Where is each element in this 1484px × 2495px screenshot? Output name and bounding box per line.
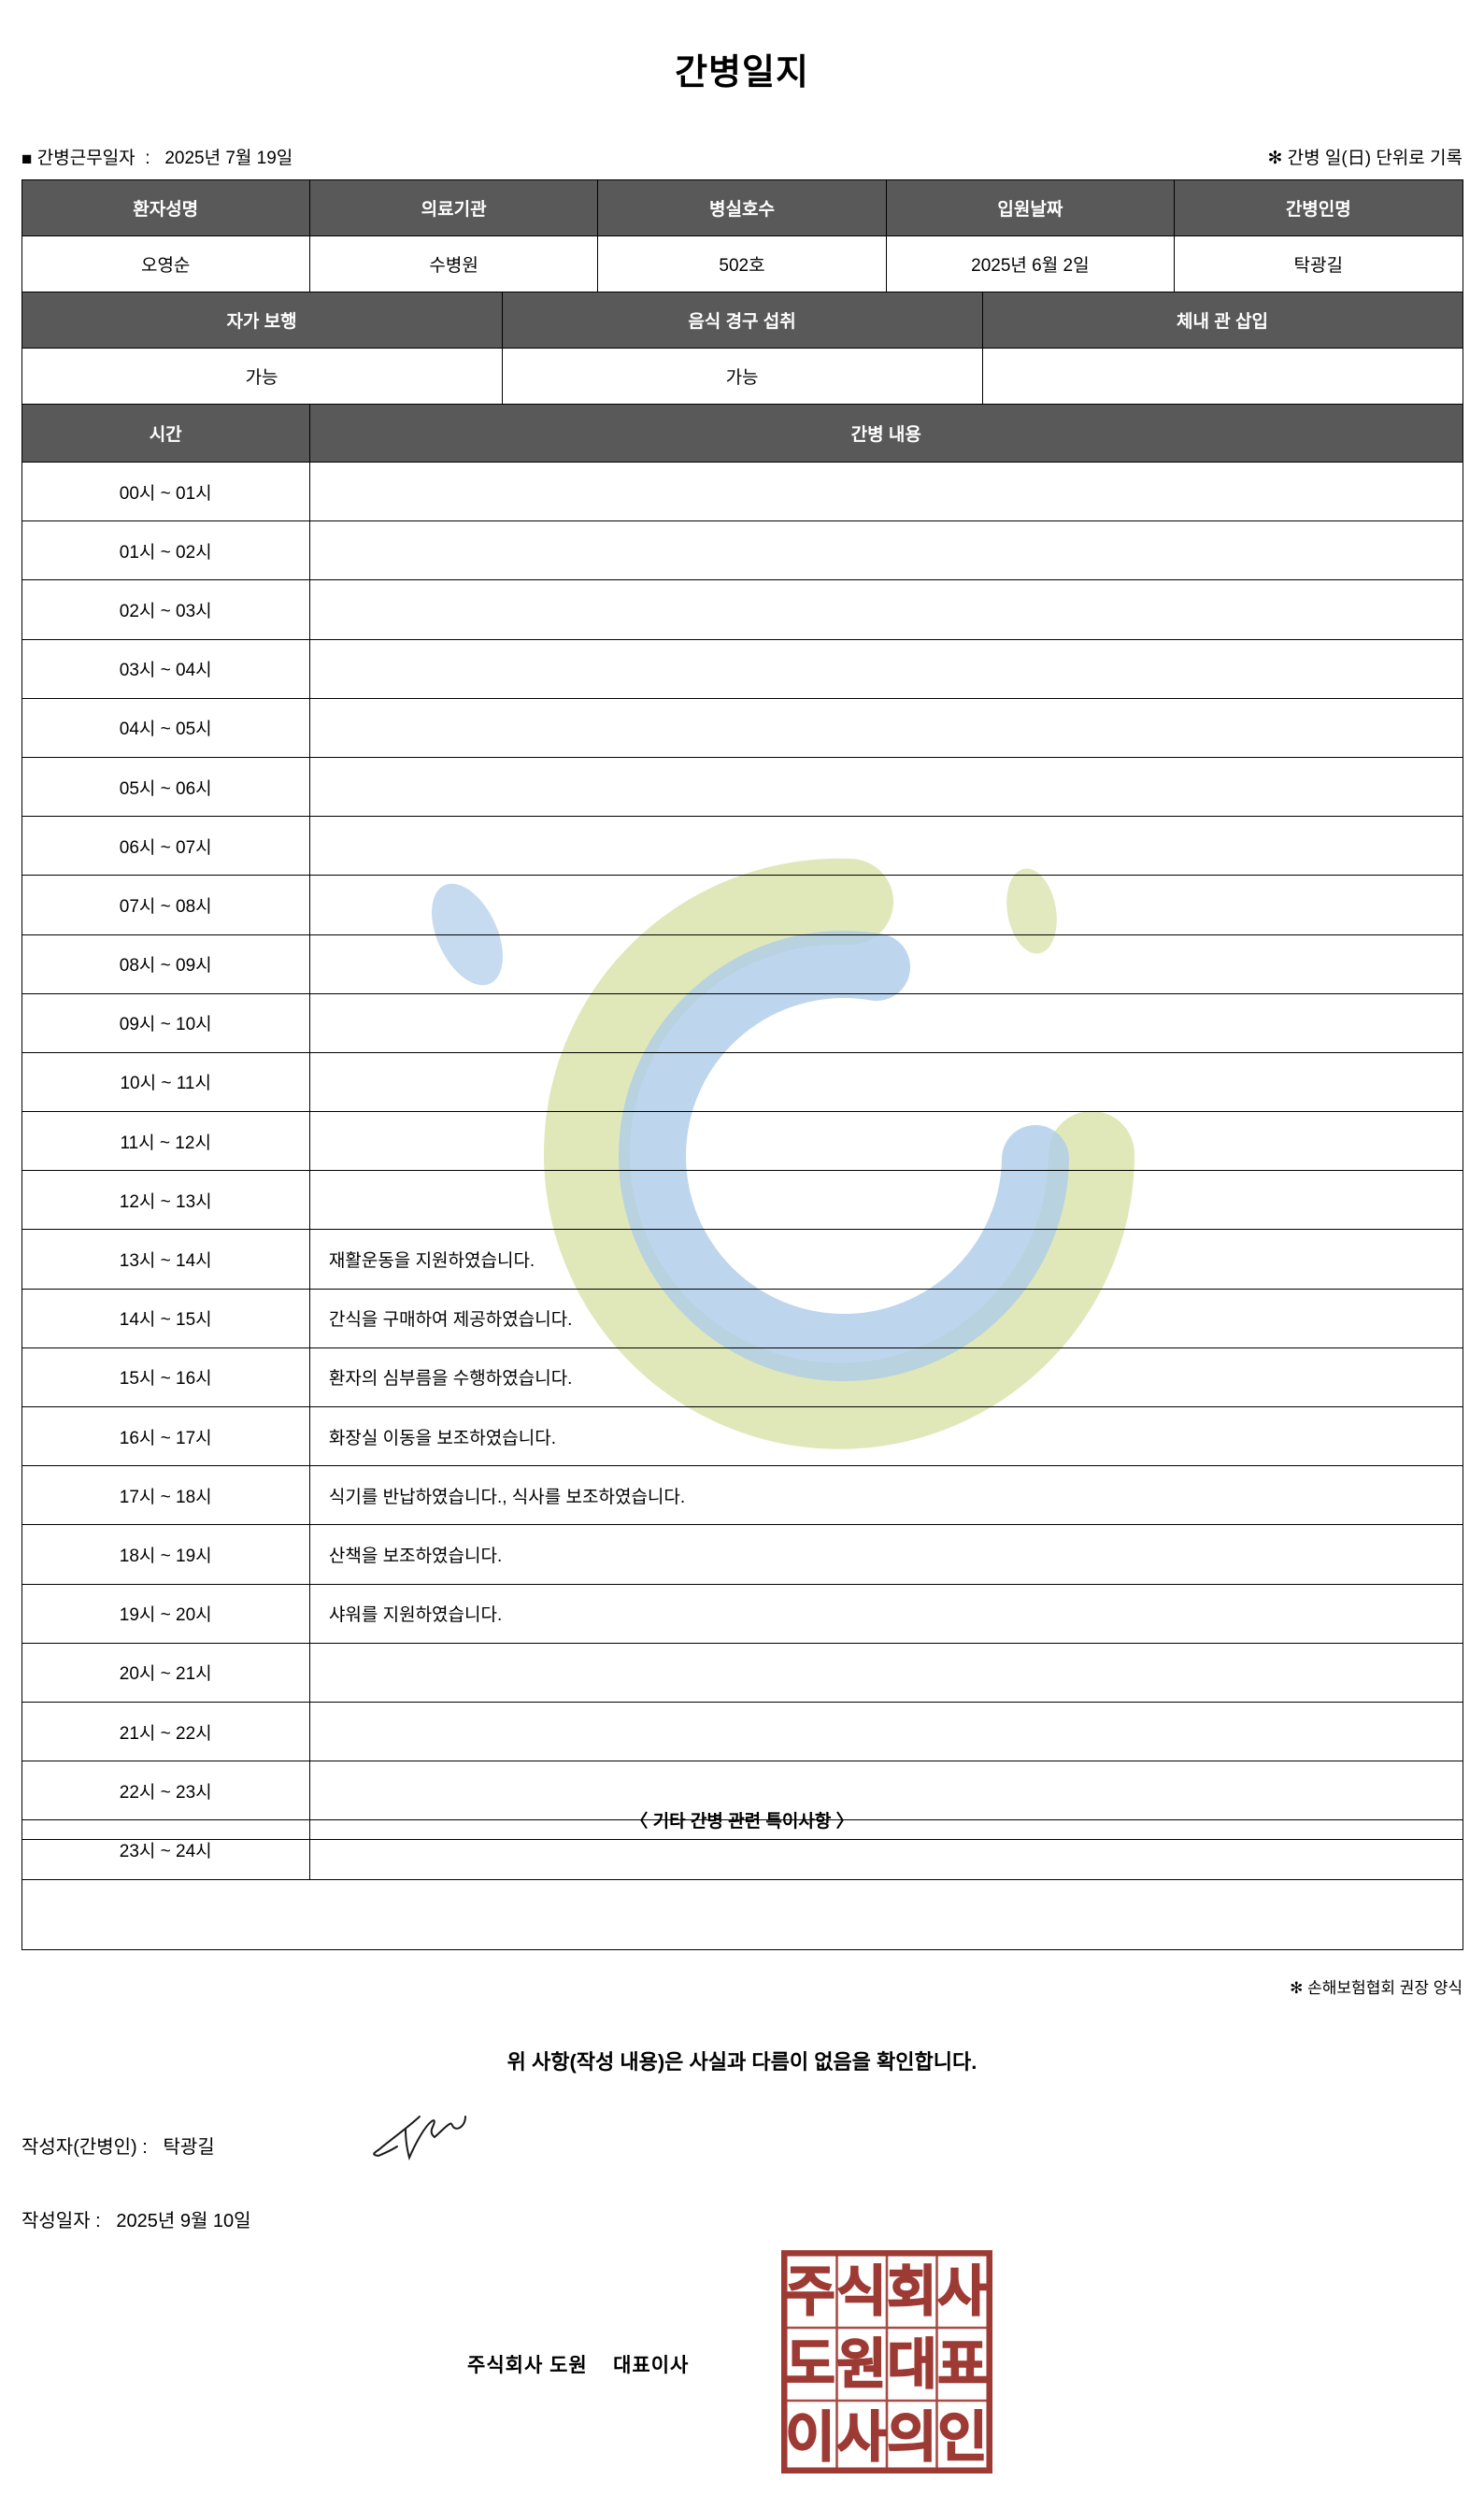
svg-text:의: 의	[887, 2407, 936, 2468]
svg-text:주: 주	[785, 2261, 835, 2322]
svg-text:도: 도	[785, 2334, 835, 2395]
svg-text:대: 대	[887, 2334, 936, 2395]
svg-text:인: 인	[937, 2407, 987, 2468]
svg-text:이: 이	[785, 2407, 835, 2468]
svg-text:표: 표	[937, 2334, 987, 2395]
svg-text:원: 원	[836, 2334, 886, 2395]
svg-text:회: 회	[887, 2261, 936, 2322]
svg-text:사: 사	[937, 2261, 987, 2322]
svg-text:사: 사	[836, 2407, 886, 2468]
svg-text:식: 식	[836, 2261, 886, 2322]
